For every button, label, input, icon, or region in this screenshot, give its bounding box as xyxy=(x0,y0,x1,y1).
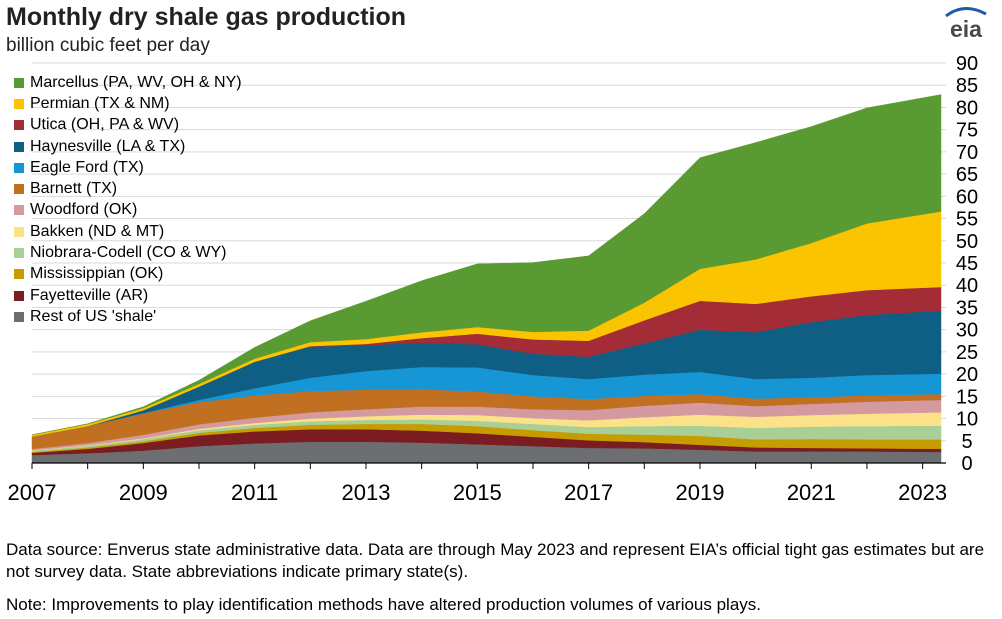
legend-swatch xyxy=(14,77,24,88)
legend-swatch xyxy=(14,120,24,131)
y-tick-label: 80 xyxy=(956,97,978,119)
y-tick-label: 0 xyxy=(961,453,972,475)
x-tick-label: 2019 xyxy=(675,480,724,505)
legend-swatch xyxy=(14,205,24,216)
legend-label: Barnett (TX) xyxy=(30,180,118,198)
legend-item: Utica (OH, PA & WV) xyxy=(14,115,242,136)
legend-label: Niobrara-Codell (CO & WY) xyxy=(30,244,227,262)
legend: Marcellus (PA, WV, OH & NY) Permian (TX &… xyxy=(14,72,242,328)
eia-logo-text: eia xyxy=(950,16,982,42)
x-tick-label: 2023 xyxy=(898,480,947,505)
legend-label: Bakken (ND & MT) xyxy=(30,222,165,240)
x-tick-label: 2015 xyxy=(453,480,502,505)
legend-label: Fayetteville (AR) xyxy=(30,286,149,304)
legend-label: Woodford (OK) xyxy=(30,201,138,219)
legend-label: Marcellus (PA, WV, OH & NY) xyxy=(30,73,242,91)
y-tick-label: 20 xyxy=(956,364,978,386)
methodology-note: Note: Improvements to play identificatio… xyxy=(6,595,762,614)
y-tick-label: 5 xyxy=(961,431,972,453)
y-tick-label: 50 xyxy=(956,231,978,253)
y-tick-label: 70 xyxy=(956,142,978,164)
y-tick-label: 75 xyxy=(956,120,978,142)
data-source-note: Data source: Enverus state administrativ… xyxy=(6,540,985,581)
x-tick-label: 2011 xyxy=(231,480,278,505)
legend-swatch xyxy=(14,311,24,322)
y-tick-label: 45 xyxy=(956,253,978,275)
y-tick-label: 40 xyxy=(956,275,978,297)
legend-item: Eagle Ford (TX) xyxy=(14,157,242,178)
area-marcellus-pa-wv-oh-ny xyxy=(31,94,942,436)
legend-swatch xyxy=(14,141,24,152)
legend-item: Haynesville (LA & TX) xyxy=(14,136,242,157)
legend-item: Bakken (ND & MT) xyxy=(14,221,242,242)
legend-item: Permian (TX & NM) xyxy=(14,93,242,114)
x-tick-label: 2007 xyxy=(8,480,57,505)
legend-label: Rest of US 'shale' xyxy=(30,307,157,325)
legend-label: Mississippian (OK) xyxy=(30,265,164,283)
legend-swatch xyxy=(14,290,24,301)
y-tick-label: 35 xyxy=(956,297,978,319)
chart-title: Monthly dry shale gas production xyxy=(6,3,407,31)
legend-item: Barnett (TX) xyxy=(14,178,242,199)
x-tick-label: 2009 xyxy=(119,480,168,505)
eia-logo: eia xyxy=(945,7,987,42)
y-tick-label: 60 xyxy=(956,186,978,208)
legend-label: Utica (OH, PA & WV) xyxy=(30,116,180,134)
legend-item: Rest of US 'shale' xyxy=(14,306,242,327)
chart-subtitle: billion cubic feet per day xyxy=(6,35,210,56)
legend-item: Fayetteville (AR) xyxy=(14,285,242,306)
x-tick-label: 2017 xyxy=(564,480,613,505)
y-tick-label: 30 xyxy=(956,320,978,342)
y-tick-label: 10 xyxy=(956,409,978,431)
stacked-areas xyxy=(31,94,942,464)
x-tick-label: 2021 xyxy=(787,480,836,505)
y-tick-label: 15 xyxy=(956,386,978,408)
y-tick-label: 65 xyxy=(956,164,978,186)
legend-swatch xyxy=(14,269,24,280)
legend-label: Haynesville (LA & TX) xyxy=(30,137,186,155)
legend-item: Niobrara-Codell (CO & WY) xyxy=(14,242,242,263)
x-tick-label: 2013 xyxy=(342,480,391,505)
legend-label: Eagle Ford (TX) xyxy=(30,158,144,176)
y-tick-label: 90 xyxy=(956,53,978,75)
legend-item: Mississippian (OK) xyxy=(14,264,242,285)
legend-label: Permian (TX & NM) xyxy=(30,94,170,112)
legend-swatch xyxy=(14,98,24,109)
legend-swatch xyxy=(14,184,24,195)
y-tick-label: 25 xyxy=(956,342,978,364)
y-tick-label: 85 xyxy=(956,75,978,97)
legend-item: Marcellus (PA, WV, OH & NY) xyxy=(14,72,242,93)
legend-swatch xyxy=(14,248,24,259)
legend-swatch xyxy=(14,226,24,237)
legend-swatch xyxy=(14,162,24,173)
y-tick-label: 55 xyxy=(956,209,978,231)
legend-item: Woodford (OK) xyxy=(14,200,242,221)
